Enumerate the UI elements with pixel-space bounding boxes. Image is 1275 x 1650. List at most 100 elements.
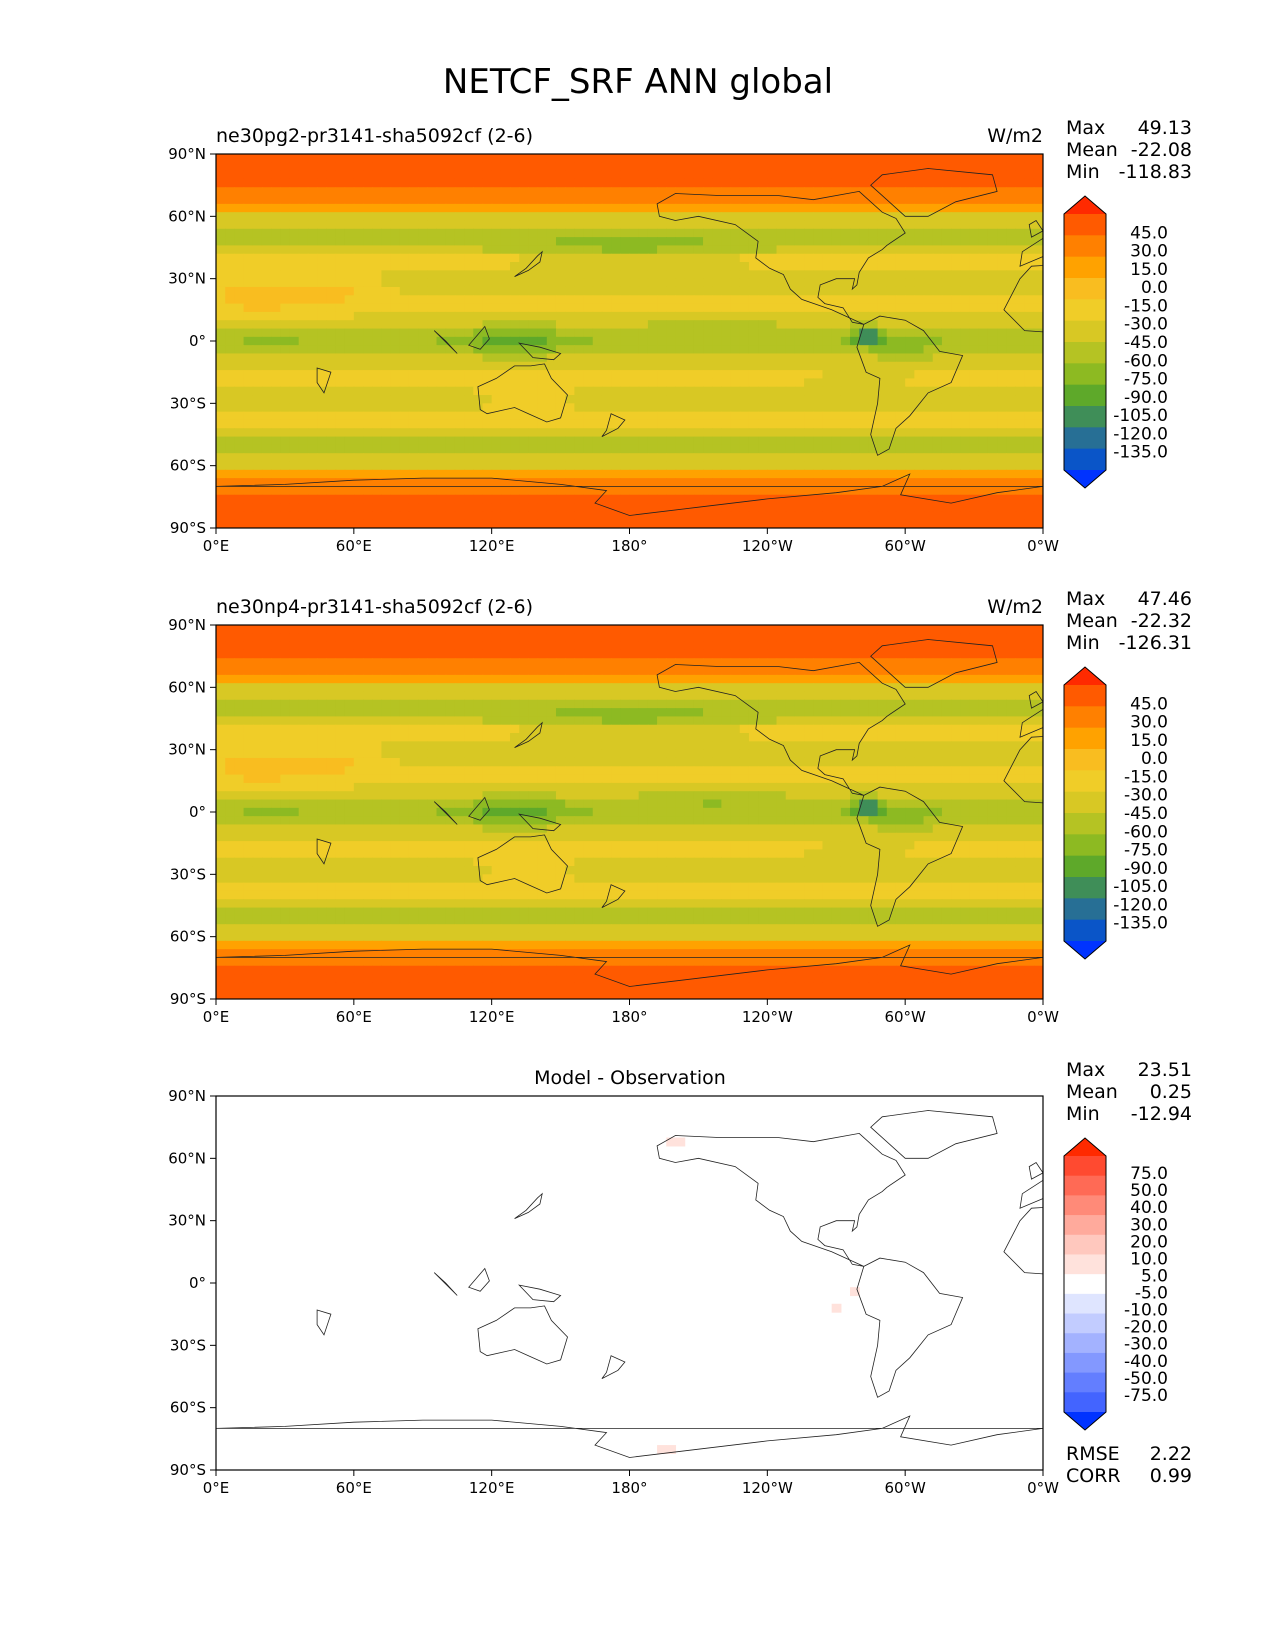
field-cell: [657, 187, 667, 197]
field-cell: [216, 633, 226, 643]
field-cell: [666, 436, 677, 446]
field-cell: [326, 311, 337, 321]
field-cell: [895, 336, 906, 346]
field-cell: [941, 220, 952, 230]
field-cell: [271, 228, 281, 238]
field-cell: [261, 270, 272, 280]
field-cell: [436, 683, 447, 693]
field-cell: [601, 461, 612, 471]
field-cell: [969, 395, 980, 404]
field-cell: [629, 270, 640, 280]
field-cell: [813, 228, 824, 238]
field-cell: [730, 237, 741, 247]
field-cell: [271, 378, 281, 388]
field-cell: [941, 328, 952, 338]
field-cell: [510, 195, 520, 205]
field-cell: [895, 253, 906, 263]
field-cell: [427, 625, 438, 634]
field-cell: [225, 220, 235, 230]
field-cell: [822, 666, 833, 676]
field-cell: [905, 444, 915, 454]
field-cell: [408, 469, 419, 479]
field-cell: [225, 170, 235, 180]
field-cell: [289, 461, 300, 471]
field-cell: [464, 245, 474, 255]
field-cell: [601, 228, 612, 238]
field-cell: [427, 419, 438, 429]
field-cell: [611, 203, 621, 213]
field-cell: [813, 519, 824, 528]
field-cell: [620, 262, 631, 271]
field-cell: [298, 361, 309, 371]
field-cell: [399, 633, 410, 643]
field-cell: [519, 436, 530, 446]
field-cell: [629, 503, 640, 512]
field-cell: [666, 674, 677, 684]
x-tick-label: 0°E: [203, 537, 230, 555]
field-cell: [482, 436, 493, 446]
field-cell: [831, 419, 842, 429]
field-cell: [611, 494, 621, 504]
field-cell: [353, 278, 364, 288]
field-cell: [344, 245, 355, 255]
field-cell: [317, 262, 327, 271]
field-cell: [408, 187, 419, 197]
field-cell: [326, 419, 337, 429]
field-cell: [344, 511, 355, 521]
field-cell: [546, 187, 557, 197]
field-cell: [363, 295, 373, 305]
field-cell: [840, 386, 851, 396]
field-cell: [850, 411, 860, 421]
field-cell: [859, 436, 870, 446]
field-cell: [546, 361, 557, 371]
field-cell: [418, 649, 428, 659]
field-cell: [537, 674, 548, 684]
field-cell: [234, 378, 245, 388]
field-cell: [280, 511, 291, 521]
field-cell: [923, 649, 934, 659]
field-cell: [436, 494, 447, 504]
field-cell: [895, 503, 906, 512]
field-cell: [712, 658, 722, 668]
field-cell: [647, 203, 658, 213]
field-cell: [234, 370, 245, 379]
field-cell: [840, 262, 851, 271]
field-cell: [776, 170, 787, 180]
field-cell: [914, 641, 925, 651]
field-cell: [390, 195, 401, 205]
field-cell: [335, 486, 346, 496]
field-cell: [960, 411, 971, 421]
field-cell: [785, 237, 796, 247]
field-cell: [905, 428, 915, 438]
field-cell: [730, 262, 741, 271]
field-cell: [611, 625, 621, 634]
field-cell: [1006, 395, 1017, 404]
field-cell: [620, 278, 631, 288]
field-cell: [730, 683, 741, 693]
field-cell: [886, 220, 897, 230]
field-cell: [703, 286, 713, 296]
field-cell: [693, 469, 704, 479]
field-cell: [1015, 303, 1026, 313]
field-cell: [730, 641, 741, 651]
field-cell: [831, 278, 842, 288]
field-cell: [684, 270, 695, 280]
field-cell: [234, 361, 245, 371]
field-cell: [914, 649, 925, 659]
field-cell: [739, 178, 750, 188]
field-cell: [1015, 378, 1026, 388]
field-cell: [363, 683, 373, 693]
field-cell: [776, 419, 787, 429]
field-cell: [491, 519, 502, 528]
field-cell: [629, 625, 640, 634]
field-cell: [675, 320, 686, 330]
field-cell: [712, 320, 722, 330]
field-cell: [647, 494, 658, 504]
field-cell: [353, 403, 364, 413]
field-cell: [280, 428, 291, 438]
field-cell: [978, 674, 989, 684]
field-cell: [831, 270, 842, 280]
field-cell: [629, 262, 640, 271]
field-cell: [243, 187, 254, 197]
field-cell: [317, 511, 327, 521]
